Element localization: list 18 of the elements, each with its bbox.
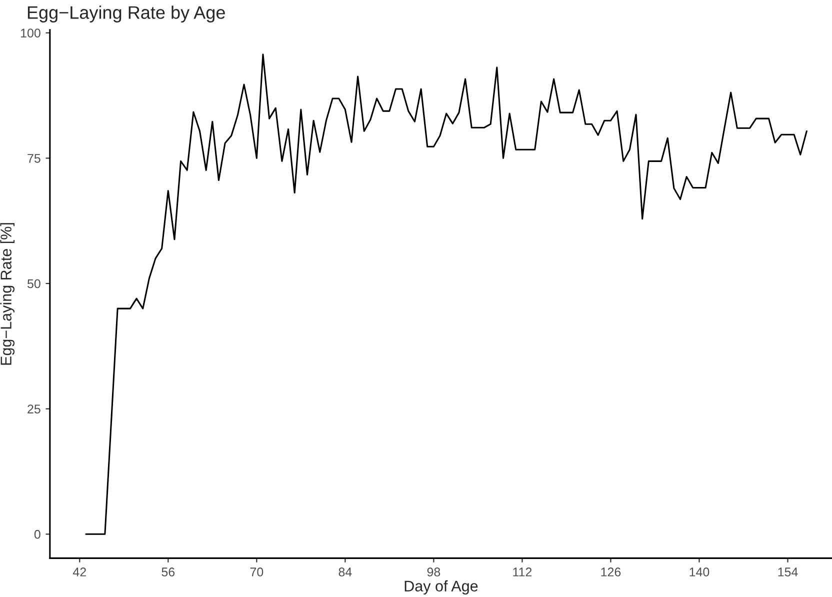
- x-tick-label: 56: [162, 568, 175, 576]
- y-tick-label: 25: [28, 404, 40, 414]
- y-tick-label: 50: [27, 279, 40, 288]
- x-tick-label: 70: [250, 568, 264, 576]
- y-tick-label: 100: [20, 28, 40, 38]
- x-tick-label: 126: [601, 568, 621, 576]
- line-series: [85, 54, 808, 535]
- x-axis-title: Day of Age: [404, 580, 478, 595]
- y-tick-label: 75: [28, 154, 40, 163]
- x-tick-label: 42: [72, 568, 86, 576]
- x-tick-label: 140: [690, 568, 710, 576]
- x-tick-label: 98: [427, 568, 440, 576]
- chart-title: Egg−Laying Rate by Age: [28, 6, 225, 22]
- y-axis-title: Egg−Laying Rate [%]: [0, 223, 14, 365]
- x-tick-label: 154: [778, 568, 798, 576]
- x-tick-label: 84: [338, 568, 352, 576]
- y-tick-label: 0: [34, 530, 40, 539]
- x-tick-label: 112: [513, 568, 532, 576]
